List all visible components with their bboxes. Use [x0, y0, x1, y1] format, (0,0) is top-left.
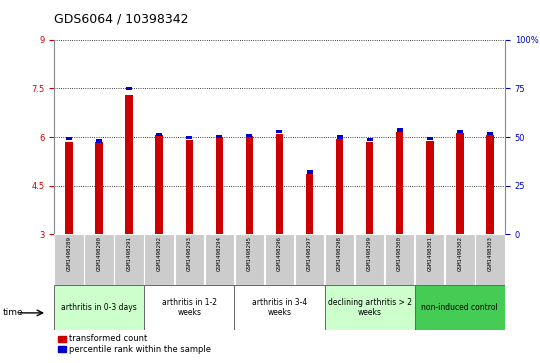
- Bar: [156, 133, 162, 136]
- Bar: [415, 234, 444, 285]
- Bar: [96, 142, 103, 234]
- Text: arthritis in 0-3 days: arthritis in 0-3 days: [61, 303, 137, 312]
- Bar: [276, 130, 282, 133]
- Bar: [125, 95, 133, 234]
- Legend: transformed count, percentile rank within the sample: transformed count, percentile rank withi…: [58, 334, 211, 354]
- Bar: [186, 136, 192, 139]
- Bar: [144, 285, 234, 330]
- Bar: [217, 135, 222, 138]
- Bar: [336, 139, 343, 234]
- Bar: [126, 87, 132, 90]
- Bar: [156, 135, 163, 234]
- Text: time: time: [3, 308, 23, 317]
- Bar: [186, 140, 193, 234]
- Bar: [397, 128, 403, 131]
- Text: GSM1498296: GSM1498296: [277, 236, 282, 271]
- Text: GSM1498294: GSM1498294: [217, 236, 222, 271]
- Bar: [265, 234, 294, 285]
- Bar: [445, 234, 475, 285]
- Bar: [174, 234, 204, 285]
- Bar: [246, 134, 252, 137]
- Bar: [66, 137, 72, 140]
- Text: arthritis in 1-2
weeks: arthritis in 1-2 weeks: [162, 298, 217, 317]
- Bar: [307, 170, 313, 174]
- Bar: [367, 138, 373, 141]
- Bar: [325, 285, 415, 330]
- Text: GSM1498302: GSM1498302: [457, 236, 462, 271]
- Text: GSM1498297: GSM1498297: [307, 236, 312, 271]
- Text: GSM1498292: GSM1498292: [157, 236, 161, 271]
- Text: GSM1498293: GSM1498293: [187, 236, 192, 271]
- Bar: [426, 141, 434, 234]
- Bar: [235, 234, 264, 285]
- Text: declining arthritis > 2
weeks: declining arthritis > 2 weeks: [328, 298, 411, 317]
- Text: GSM1498300: GSM1498300: [397, 236, 402, 271]
- Bar: [355, 234, 384, 285]
- Bar: [487, 132, 493, 135]
- Bar: [475, 234, 504, 285]
- Bar: [84, 234, 114, 285]
- Text: GSM1498295: GSM1498295: [247, 236, 252, 271]
- Bar: [306, 174, 313, 234]
- Text: arthritis in 3-4
weeks: arthritis in 3-4 weeks: [252, 298, 307, 317]
- Bar: [246, 136, 253, 234]
- Bar: [427, 137, 433, 140]
- Bar: [486, 135, 494, 234]
- Bar: [96, 139, 102, 143]
- Bar: [205, 234, 234, 285]
- Bar: [415, 285, 505, 330]
- Bar: [65, 142, 73, 234]
- Text: GSM1498290: GSM1498290: [97, 236, 102, 271]
- Bar: [215, 137, 223, 234]
- Bar: [456, 133, 463, 234]
- Bar: [457, 130, 463, 133]
- Bar: [385, 234, 414, 285]
- Text: GSM1498289: GSM1498289: [66, 236, 71, 271]
- Bar: [325, 234, 354, 285]
- Bar: [366, 142, 373, 234]
- Bar: [234, 285, 325, 330]
- Bar: [114, 234, 144, 285]
- Bar: [295, 234, 324, 285]
- Text: GSM1498298: GSM1498298: [337, 236, 342, 271]
- Text: GSM1498299: GSM1498299: [367, 236, 372, 271]
- Text: non-induced control: non-induced control: [421, 303, 498, 312]
- Bar: [54, 285, 144, 330]
- Text: GSM1498291: GSM1498291: [127, 236, 132, 271]
- Text: GDS6064 / 10398342: GDS6064 / 10398342: [54, 13, 188, 26]
- Bar: [396, 132, 403, 234]
- Text: GSM1498301: GSM1498301: [427, 236, 432, 271]
- Bar: [336, 135, 342, 139]
- Text: GSM1498303: GSM1498303: [488, 236, 492, 271]
- Bar: [145, 234, 174, 285]
- Bar: [276, 134, 283, 234]
- Bar: [55, 234, 84, 285]
